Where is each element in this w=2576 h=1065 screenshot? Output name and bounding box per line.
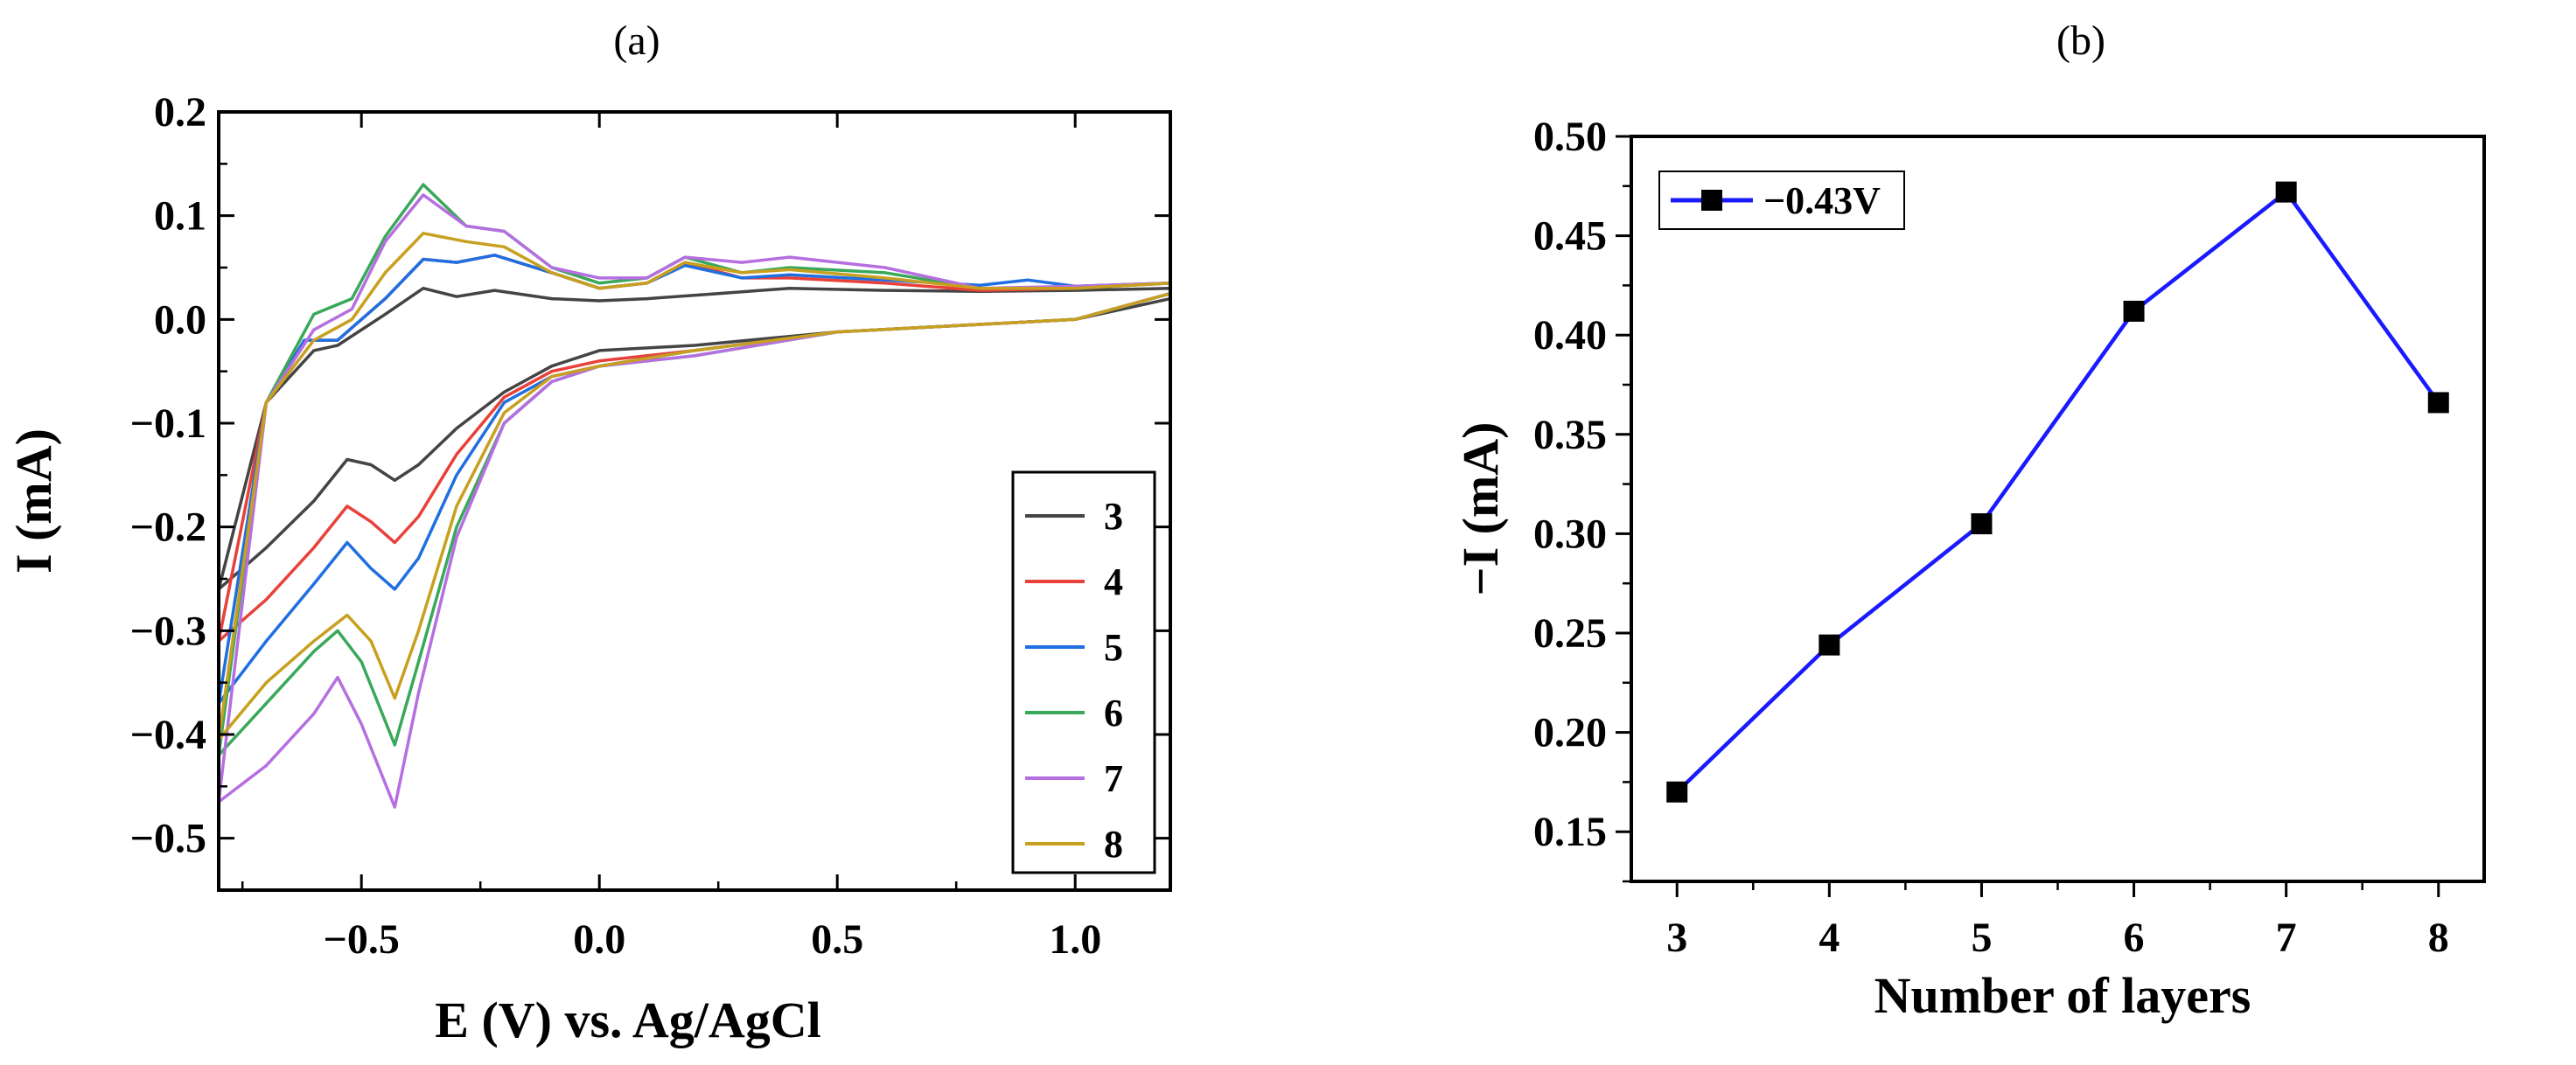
panel-a-y-tick-label: 0.0 — [154, 296, 206, 343]
panel-b-plot-area — [1666, 181, 2449, 803]
panel-a-series-5-line — [217, 254, 1172, 705]
panel-a-series-8-line — [217, 232, 1172, 741]
panel-b-point-layers-4 — [1819, 634, 1840, 656]
panel-b-point-layers-5 — [1971, 513, 1993, 535]
panel-b-point-layers-6 — [2123, 300, 2145, 322]
panel-a-y-tick-label: −0.4 — [130, 712, 206, 758]
panel-b-y-tick-label: 0.50 — [1533, 114, 1607, 160]
panel-a-y-tick-label: 0.1 — [154, 193, 206, 240]
panel-b-legend-label: −0.43V — [1763, 179, 1881, 222]
panel-b-point-layers-8 — [2427, 392, 2449, 414]
panel-b-y-tick-label: 0.45 — [1533, 213, 1607, 260]
panel-b-point-layers-3 — [1666, 781, 1688, 803]
panel-a-y-tick-label: −0.2 — [130, 505, 206, 551]
panel-a-label: (a) — [613, 17, 660, 64]
panel-b-y-tick-label: 0.20 — [1533, 710, 1607, 756]
panel-a-legend-label-7: 7 — [1104, 757, 1123, 800]
panel-b-y-tick-label: 0.35 — [1533, 412, 1607, 458]
panel-a-y-tick-label: −0.3 — [130, 608, 206, 654]
panel-a-frame — [217, 110, 1172, 892]
panel-a-legend-label-3: 3 — [1104, 495, 1123, 538]
panel-a-y-tick-label: −0.5 — [130, 816, 206, 862]
panel-a-legend-label-4: 4 — [1104, 560, 1123, 603]
panel-b-x-tick-label: 7 — [2276, 915, 2297, 961]
panel-a-y-axis-title: I (mA) — [5, 428, 62, 574]
panel-b-frame — [1630, 135, 2486, 883]
panel-b-legend: −0.43V — [1658, 171, 1905, 230]
panel-a-legend-label-5: 5 — [1104, 626, 1123, 669]
panel-b-x-axis-title: Number of layers — [1874, 967, 2251, 1024]
panel-a-legend-label-6: 6 — [1104, 692, 1123, 734]
panel-a-legend: 3 4 5 6 7 8 — [1011, 470, 1156, 874]
panel-b-y-tick-label: 0.15 — [1533, 809, 1607, 855]
panel-a-legend-box — [1011, 470, 1156, 874]
panel-b-x-tick-label: 8 — [2428, 915, 2449, 961]
panel-b-legend-swatch-marker — [1701, 190, 1722, 211]
panel-a-legend-label-8: 8 — [1104, 823, 1123, 866]
panel-a-x-tick-label: 1.0 — [1049, 916, 1101, 963]
panel-b-y-tick-label: 0.40 — [1533, 312, 1607, 358]
panel-b-label: (b) — [2056, 17, 2105, 64]
panel-b-x-tick-label: 6 — [2124, 915, 2145, 961]
panel-a-ticks: −0.5 0.0 0.5 1.0 0.2 0.1 0.0 −0.1 −0.2 −0.3 −0.4 −0… — [130, 89, 1170, 963]
panel-b-series-line — [1675, 190, 2440, 794]
panel-b-y-tick-label: 0.25 — [1533, 610, 1607, 657]
panel-a-plot-area — [217, 183, 1172, 809]
panel-a-x-tick-label: 0.0 — [573, 916, 625, 963]
panel-a-x-tick-label: 0.5 — [811, 916, 863, 963]
panel-b-x-tick-label: 5 — [1971, 915, 1992, 961]
panel-b: (b) 3 4 5 6 7 8 0.50 0.45 0.40 0.35 0.30 0.25 0.20 0.… — [1452, 17, 2486, 1024]
panel-a-y-tick-label: 0.2 — [154, 89, 206, 136]
panel-b-y-axis-title: −I (mA) — [1452, 422, 1509, 596]
panel-b-ticks: 3 4 5 6 7 8 0.50 0.45 0.40 0.35 0.30 0.25 0.20 0.15 — [1533, 114, 2449, 961]
panel-b-y-tick-label: 0.30 — [1533, 511, 1607, 557]
panel-a-x-tick-label: −0.5 — [324, 916, 400, 963]
panel-a: (a) −0.5 0.0 0.5 1.00.20.10.0−0.1−0.2−0.3−0… — [5, 17, 1172, 1048]
panel-b-x-tick-label: 3 — [1666, 915, 1687, 961]
panel-b-x-tick-label: 4 — [1819, 915, 1840, 961]
panel-b-point-layers-7 — [2275, 181, 2297, 203]
panel-a-x-axis-title: E (V) vs. Ag/AgCl — [435, 992, 820, 1048]
panel-a-series-7-line — [217, 193, 1172, 809]
panel-a-y-tick-label: −0.1 — [130, 400, 206, 447]
panel-a-series-3-line — [217, 286, 1172, 591]
